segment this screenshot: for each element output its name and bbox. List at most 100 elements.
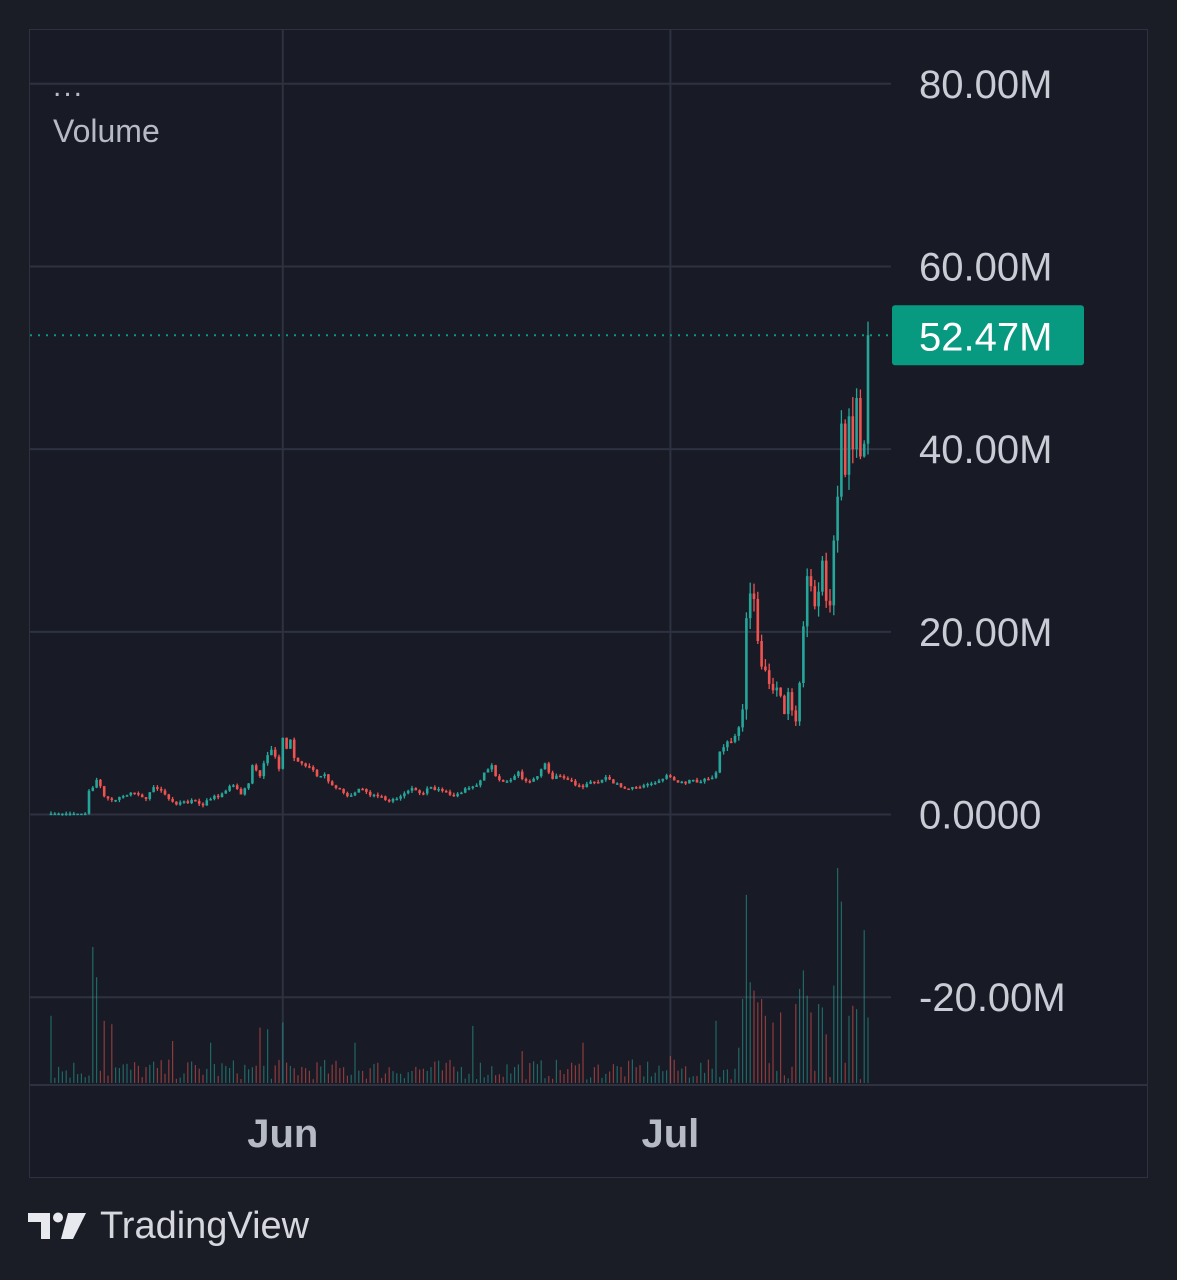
volume-bar (191, 1061, 193, 1083)
volume-bar (411, 1070, 413, 1083)
candle-body (596, 782, 600, 784)
price-axis-tick-label: 0.0000 (919, 794, 1041, 838)
candle-body (327, 774, 330, 782)
candle-body (148, 792, 152, 800)
price-axis-tick-label: 40.00M (919, 428, 1052, 472)
volume-bar (650, 1076, 652, 1083)
volume-bar (472, 1025, 474, 1083)
volume-bar (464, 1078, 466, 1083)
volume-bar (742, 999, 744, 1083)
volume-bar (274, 1065, 276, 1083)
candle-body (524, 778, 528, 782)
candle-body (425, 788, 429, 794)
volume-bar (118, 1067, 120, 1083)
chart-panel[interactable] (29, 29, 1148, 1178)
candle-body (429, 787, 433, 789)
candle-body (61, 813, 64, 816)
volume-bar (669, 1056, 671, 1083)
candle-body (608, 777, 611, 780)
volume-bar (354, 1042, 356, 1083)
candle-body (851, 416, 855, 450)
candle-body (53, 813, 57, 816)
volume-bar (726, 1069, 728, 1083)
volume-bar (821, 1007, 823, 1083)
volume-bar (833, 985, 835, 1083)
candle-body (604, 777, 608, 780)
volume-bar (50, 1015, 52, 1083)
candle-body (216, 795, 220, 798)
candle-body (452, 794, 456, 797)
candle-body (634, 787, 638, 789)
candle-body (114, 799, 117, 802)
candle-body (646, 784, 649, 786)
volume-bar (548, 1075, 550, 1083)
candle-body (695, 779, 699, 783)
candle-body (672, 777, 676, 781)
candle-body (657, 780, 661, 783)
candle-body (64, 813, 68, 816)
candle-body (802, 626, 805, 684)
candle-body (612, 779, 615, 784)
volume-bar (563, 1074, 565, 1083)
candle-body (836, 496, 839, 541)
volume-bar (126, 1063, 128, 1083)
volume-bar (145, 1067, 147, 1083)
volume-bar (715, 1020, 717, 1083)
volume-bar (521, 1051, 523, 1083)
candle-body (479, 780, 482, 786)
legend-menu-dots[interactable]: ... (53, 70, 85, 103)
volume-bar (719, 1077, 721, 1083)
candle-body (190, 799, 193, 804)
candle-body (277, 756, 281, 769)
candle-body (213, 795, 216, 800)
candle-body (194, 799, 197, 802)
candle-body (342, 788, 345, 793)
volume-bar (780, 1012, 782, 1083)
volume-bar (476, 1079, 478, 1083)
candle-body (669, 775, 672, 778)
volume-bar (852, 1005, 854, 1083)
volume-bar (137, 1065, 139, 1083)
candle-body (387, 799, 391, 802)
volume-bar (544, 1078, 546, 1083)
volume-bar (251, 1067, 253, 1083)
volume-bar (536, 1064, 538, 1083)
candle-body (726, 741, 729, 748)
volume-bar (327, 1073, 329, 1083)
candle-body (794, 710, 798, 722)
volume-bar (533, 1061, 535, 1083)
candle-body (186, 801, 190, 804)
volume-bar (369, 1068, 371, 1083)
legend-volume-label[interactable]: Volume (53, 113, 160, 149)
candle-body (631, 787, 634, 789)
volume-bar (202, 1074, 204, 1083)
candle-body (235, 785, 239, 790)
tradingview-brand[interactable]: TradingView (28, 1203, 309, 1249)
candle-body (201, 803, 205, 806)
candle-body (665, 775, 668, 779)
volume-bar (339, 1068, 341, 1083)
volume-bar (704, 1072, 706, 1083)
volume-bar (578, 1063, 580, 1083)
volume-bar (183, 1073, 185, 1083)
time-axis-tick-label: Jul (642, 1112, 700, 1156)
candle-body (121, 796, 125, 798)
candle-body (140, 794, 144, 798)
volume-bar (172, 1041, 174, 1083)
volume-bar (419, 1069, 421, 1083)
candle-body (368, 791, 372, 796)
volume-bar (749, 982, 751, 1083)
candle-body (688, 779, 691, 784)
volume-bar (799, 988, 801, 1083)
candle-body (555, 775, 558, 779)
volume-bar (445, 1062, 447, 1083)
candle-body (395, 798, 399, 801)
candle-body (843, 423, 847, 475)
volume-bar (639, 1065, 641, 1083)
volume-bar (844, 1062, 846, 1083)
candle-body (748, 593, 752, 619)
candle-body (562, 776, 566, 779)
candle-body (547, 763, 551, 773)
volume-bar (289, 1065, 291, 1083)
